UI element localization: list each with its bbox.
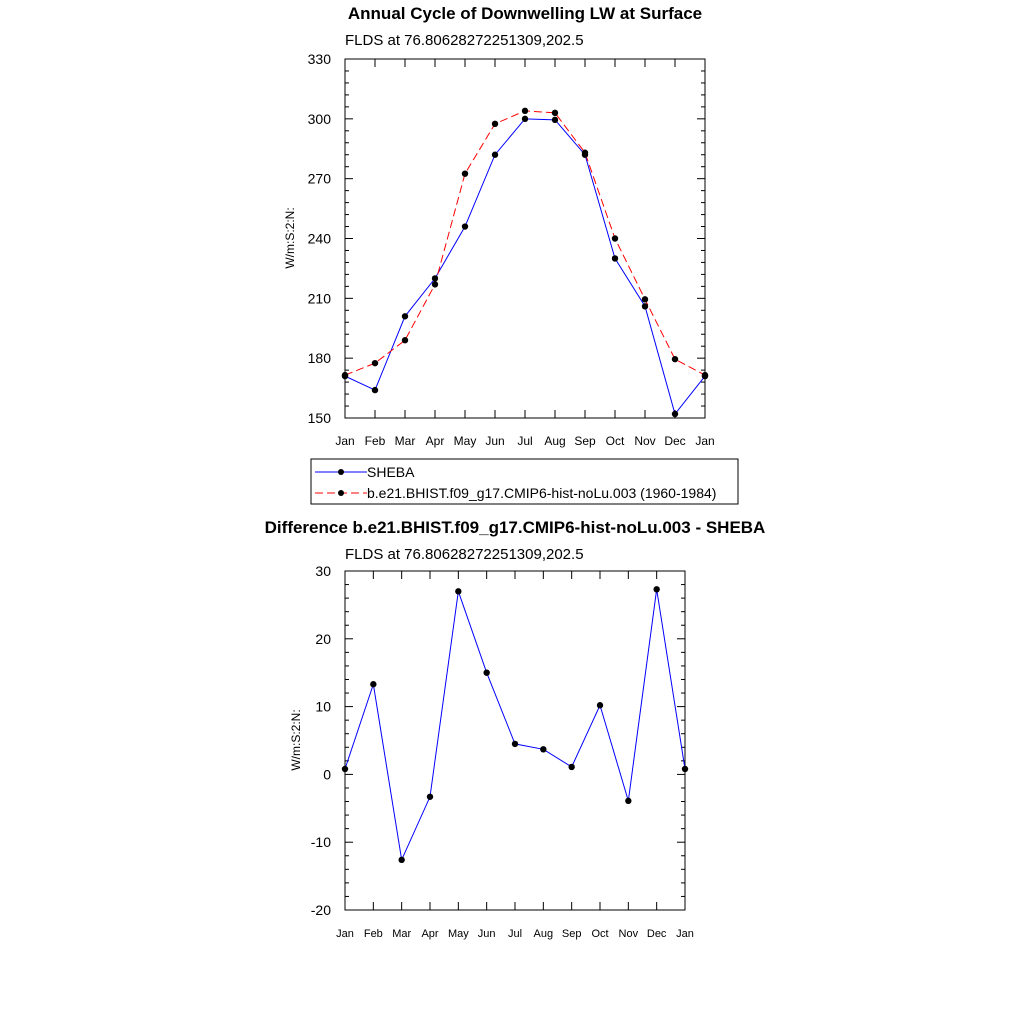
panel1-xtick-label: Sep <box>574 434 596 448</box>
panel2-ytick-label: 0 <box>323 766 331 782</box>
panel1-xtick-label: Aug <box>544 434 565 448</box>
panel1-ytick-label: 300 <box>308 111 332 127</box>
panel2-series-0-point <box>426 793 434 800</box>
panel1-ytick-label: 180 <box>308 350 332 366</box>
panel1-xtick-label: Jan <box>335 434 354 448</box>
panel2-series-0-point <box>596 702 604 709</box>
panel1-series-0-point <box>641 303 649 310</box>
panel2-xtick-label: Oct <box>591 928 608 940</box>
panel2-xtick-label: Mar <box>392 928 411 940</box>
panel1-series-1-point <box>521 107 529 115</box>
panel2-series-0-point <box>540 746 547 753</box>
panel1-xtick-label: Jun <box>485 434 504 448</box>
legend-label-sheba: SHEBA <box>367 464 415 480</box>
panel1-ytick-label: 330 <box>308 51 332 67</box>
panel1-series-0-point <box>521 115 529 123</box>
panel2-xtick-label: Jan <box>336 928 354 940</box>
panel1-xtick-label: Apr <box>426 434 445 448</box>
legend-marker-model <box>338 490 344 496</box>
panel1-series-0-point <box>491 151 499 158</box>
panel2-series-0-point <box>398 856 405 864</box>
panel1-plot-area: 150 180 210 240 270 300 330 Jan Feb Mar Apr May Jun J… <box>308 51 715 448</box>
panel1-xtick-label: Mar <box>395 434 416 448</box>
panel1-ylabel: W/m:S:2:N: <box>283 207 297 268</box>
panel2-xtick-label: Nov <box>619 928 639 940</box>
panel2-title: Difference b.e21.BHIST.f09_g17.CMIP6-his… <box>265 518 766 537</box>
panel2-xtick-label: May <box>448 928 469 940</box>
panel2-xtick-label: Apr <box>421 928 438 940</box>
panel2-xtick-label: Aug <box>534 928 554 940</box>
panel2-series-0-point <box>511 740 519 748</box>
panel1-ytick-label: 150 <box>308 410 332 426</box>
panel1-series-1-point <box>341 371 349 379</box>
panel1-series-0-point <box>671 410 679 418</box>
panel1-series-1-point <box>431 281 439 288</box>
panel2-series-0-point <box>341 765 349 773</box>
panel1-series-1-point <box>611 235 619 242</box>
panel2-series-0-point <box>483 669 490 676</box>
panel2-series-0-point <box>625 797 632 805</box>
panel1-series-0-point <box>461 223 469 230</box>
panel2-xtick-label: Dec <box>647 928 667 940</box>
panel1-title: Annual Cycle of Downwelling LW at Surfac… <box>348 4 702 23</box>
panel2-series-0-point <box>568 763 575 771</box>
panel2-xtick-label: Jun <box>478 928 496 940</box>
panel1-series-0-point <box>611 255 619 262</box>
panel2-subtitle: FLDS at 76.80628272251309,202.5 <box>345 546 584 563</box>
panel1-xtick-label: Nov <box>634 434 655 448</box>
panel2-xtick-label: Sep <box>562 928 582 940</box>
panel1-series-0-point <box>431 275 439 282</box>
panel1-series-1-point <box>671 355 679 363</box>
panel2-plot-area: -20 -10 0 10 20 30 Jan Feb Mar Apr May Jun Jul Aug Sep… <box>311 563 694 940</box>
panel1-series-1-point <box>461 170 469 177</box>
panel2-xtick-label: Jul <box>508 928 522 940</box>
panel1-xtick-label: Dec <box>664 434 685 448</box>
panel1-series-0-point <box>551 116 559 124</box>
panel2-series-0-line <box>344 589 686 862</box>
panel2-ylabel: W/m:S:2:N: <box>289 709 303 770</box>
panel1-series-1-point <box>491 120 499 128</box>
panel2-ytick-label: -20 <box>311 902 331 918</box>
panel1-series-1-point <box>371 359 379 367</box>
panel1-xtick-label: Jan <box>695 434 714 448</box>
panel2-series-0-point <box>370 681 377 688</box>
panel1-series-1-point <box>641 296 649 303</box>
panel1-subtitle: FLDS at 76.80628272251309,202.5 <box>345 32 584 49</box>
panel1-series-0-point <box>401 313 409 320</box>
panel1-ytick-label: 240 <box>308 231 332 247</box>
panel2-ytick-label: 10 <box>315 699 331 715</box>
panel1-xtick-label: Feb <box>365 434 386 448</box>
panel1-xtick-label: Jul <box>517 434 532 448</box>
legend-marker-sheba <box>338 469 344 475</box>
panel1-series-1-point <box>551 109 559 117</box>
panel1-xtick-label: May <box>454 434 477 448</box>
panel2-series-0-point <box>681 765 689 773</box>
panel1-series-1-point <box>581 149 589 156</box>
panel2-ytick-label: -10 <box>311 834 331 850</box>
panel1-series-1-point <box>701 371 709 379</box>
panel2-ytick-label: 30 <box>315 563 331 579</box>
panel2-xtick-label: Feb <box>364 928 383 940</box>
panel2-series-0-point <box>653 586 660 593</box>
panel1-series-0-line <box>344 118 706 416</box>
panel1-ytick-label: 270 <box>308 171 332 187</box>
panel2-ytick-label: 20 <box>315 631 331 647</box>
legend-box <box>310 458 739 505</box>
legend-label-model: b.e21.BHIST.f09_g17.CMIP6-hist-noLu.003 … <box>367 485 716 501</box>
panel1-series-1-point <box>401 337 409 344</box>
legend: SHEBA b.e21.BHIST.f09_g17.CMIP6-hist-noL… <box>310 458 739 505</box>
panel2-xtick-label: Jan <box>676 928 694 940</box>
panel2-series-0-point <box>455 588 462 595</box>
panel1-series-1-line <box>344 110 706 376</box>
panel1-xtick-label: Oct <box>606 434 625 448</box>
panel1-series-0-point <box>371 386 379 394</box>
panel2-frame <box>344 570 686 911</box>
panel1-ytick-label: 210 <box>308 290 332 306</box>
